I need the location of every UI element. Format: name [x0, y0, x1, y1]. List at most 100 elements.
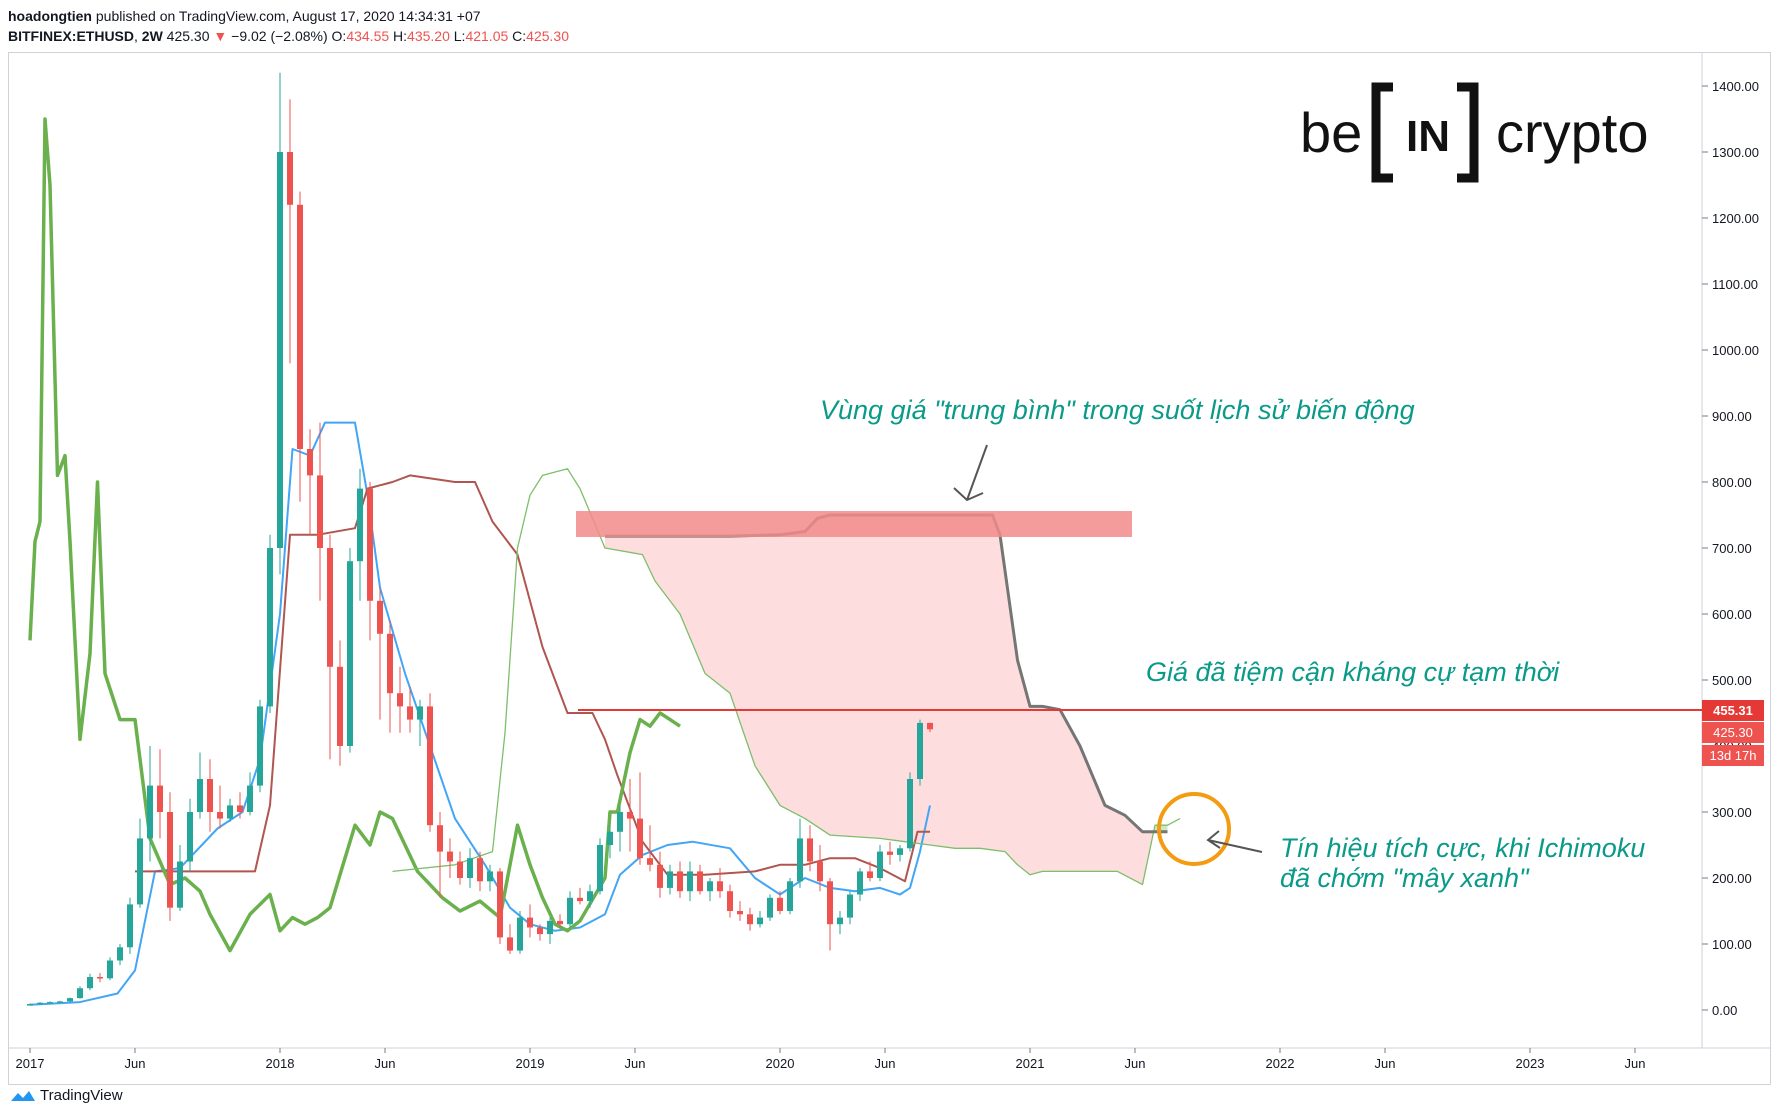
candle [407, 686, 413, 733]
candle-body [107, 960, 113, 979]
y-tick-label: 500.00 [1712, 673, 1752, 688]
candle-body [617, 812, 623, 832]
candle [357, 468, 363, 601]
x-tick-label: Jun [375, 1056, 396, 1071]
signal-annotation-line2: đã chớm "mây xanh" [1280, 863, 1530, 893]
candle [747, 907, 753, 931]
candle [837, 911, 843, 935]
candle [827, 878, 833, 951]
candle [387, 620, 393, 733]
candle [467, 848, 473, 888]
candle [787, 878, 793, 915]
candle [367, 482, 373, 641]
candle-body [167, 812, 173, 908]
candle [337, 640, 343, 766]
candle-body [387, 633, 393, 694]
y-tick-label: 1100.00 [1712, 277, 1758, 292]
last-price: 425.30 [166, 28, 210, 44]
candle-body [117, 947, 123, 961]
candle-body [207, 779, 213, 812]
candle-body [577, 897, 583, 902]
avg-zone-arrow-icon [953, 444, 988, 502]
author-name[interactable]: hoadongtien [8, 8, 92, 24]
candle [537, 924, 543, 941]
candle-body [487, 871, 493, 882]
candle-body [597, 845, 603, 892]
candle-body [787, 881, 793, 911]
axes: 0.00100.00200.00300.00400.00500.00600.00… [8, 52, 1771, 1071]
candle-body [537, 927, 543, 935]
candle-body [157, 785, 163, 812]
candle [587, 884, 593, 908]
candle [307, 429, 313, 535]
tradingview-brand: TradingView [40, 1087, 123, 1104]
candle-body [397, 693, 403, 707]
candle [57, 1000, 63, 1003]
candle [737, 901, 743, 921]
candle-body [517, 917, 523, 951]
candle [667, 864, 673, 895]
logo-bracket-right-icon [1457, 82, 1479, 183]
candle-body [757, 917, 763, 925]
x-tick-label: Jun [875, 1056, 896, 1071]
candle-body [717, 881, 723, 892]
signal-arrow-icon [1206, 830, 1263, 853]
candle-body [467, 858, 473, 878]
candle [807, 825, 813, 872]
tradingview-logo-icon [11, 1090, 35, 1101]
candle [637, 772, 643, 865]
candle-body [257, 706, 263, 786]
candle-body [527, 917, 533, 928]
candle-body [97, 977, 103, 979]
candle-body [327, 548, 333, 667]
candle-body [727, 891, 733, 911]
candle-body [667, 871, 673, 888]
high-label: H: [393, 28, 408, 44]
ichimoku-cloud [605, 515, 1168, 885]
x-tick-label: Jun [1625, 1056, 1646, 1071]
candle [647, 825, 653, 872]
y-tick-label: 0.00 [1712, 1003, 1737, 1018]
interval-label[interactable]: 2W [141, 28, 163, 44]
candle [287, 99, 293, 364]
candle-body [417, 706, 423, 720]
candle-body [287, 152, 293, 205]
candle-body [347, 561, 353, 746]
tradingview-footer[interactable]: TradingView [10, 1087, 123, 1104]
y-tick-label: 100.00 [1712, 937, 1752, 952]
candle [347, 548, 353, 753]
candle-body [887, 851, 893, 855]
indicator-lines [28, 117, 1181, 1006]
chikou-span-line [28, 117, 681, 953]
candle-body [247, 785, 253, 812]
candle-body [817, 861, 823, 882]
candle [717, 868, 723, 898]
candles [27, 72, 933, 1006]
candle-body [807, 838, 813, 862]
countdown-label: 13d 17h [1710, 748, 1757, 763]
avg-price-zone [576, 511, 1132, 537]
candle [797, 818, 803, 888]
candle [877, 845, 883, 882]
candle [417, 699, 423, 746]
candle [507, 924, 513, 954]
candle [577, 887, 583, 905]
candle-body [177, 861, 183, 908]
candle-body [647, 858, 653, 865]
symbol-name[interactable]: BITFINEX:ETHUSD [8, 28, 134, 44]
beincrypto-logo: be IN crypto [1300, 82, 1649, 183]
candle-body [877, 851, 883, 878]
x-tick-label: 2020 [766, 1056, 795, 1071]
candle-body [267, 548, 273, 707]
candle-body [627, 812, 633, 819]
candle-body [547, 920, 553, 935]
kijun-sen-line [135, 474, 930, 883]
x-tick-label: 2017 [16, 1056, 45, 1071]
candle [37, 1002, 43, 1005]
candle-body [707, 881, 713, 892]
candle [847, 891, 853, 925]
candle [267, 534, 273, 713]
candle-body [857, 871, 863, 895]
candle-body [497, 871, 503, 938]
